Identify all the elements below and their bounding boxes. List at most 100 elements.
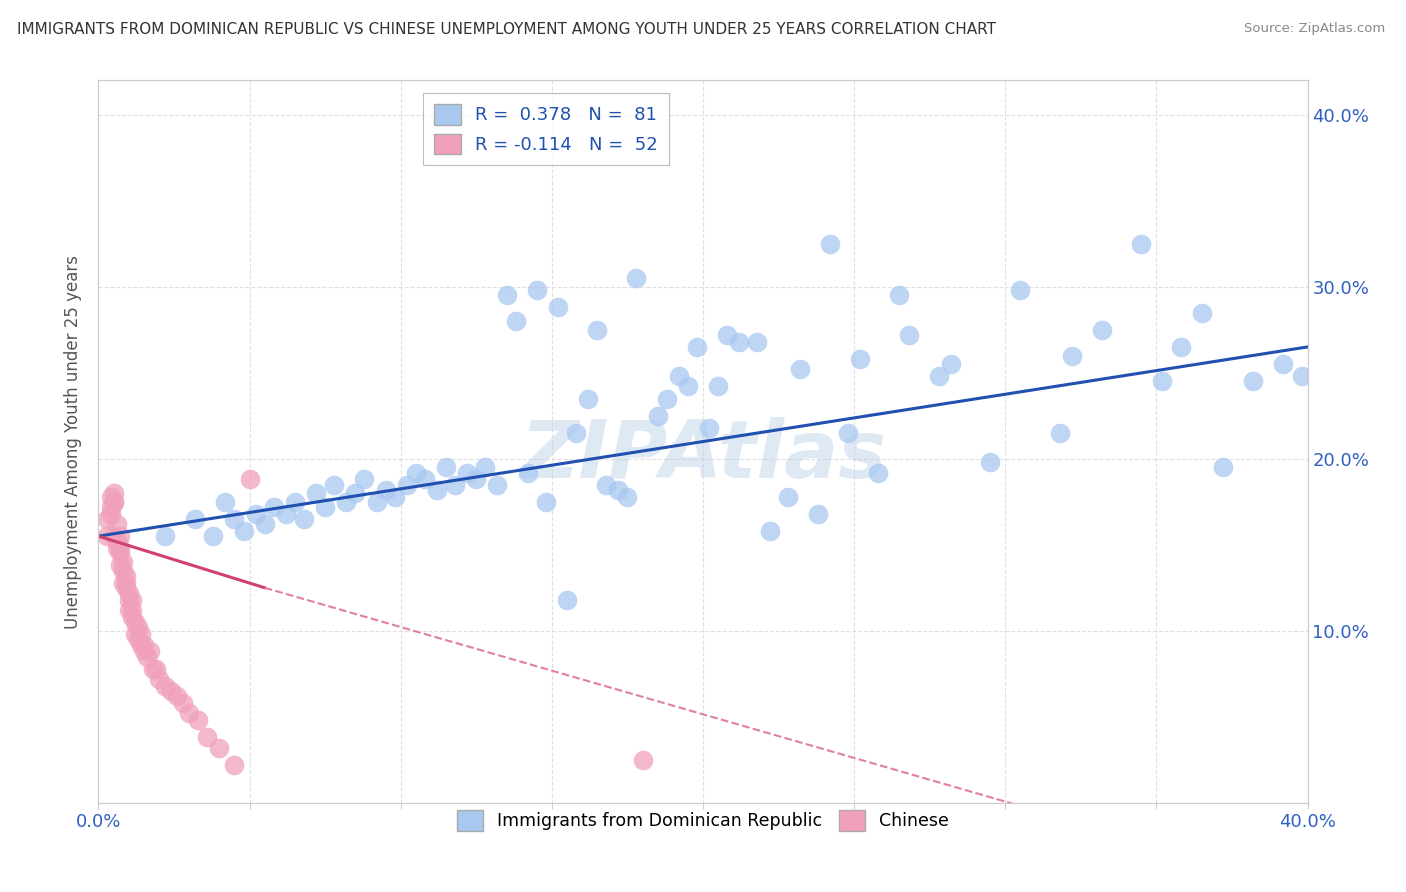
Text: IMMIGRANTS FROM DOMINICAN REPUBLIC VS CHINESE UNEMPLOYMENT AMONG YOUTH UNDER 25 : IMMIGRANTS FROM DOMINICAN REPUBLIC VS CH… [17, 22, 995, 37]
Point [505, 314, 527, 328]
Point [868, 466, 890, 480]
Point [676, 379, 699, 393]
Point [576, 392, 599, 406]
Point [1191, 305, 1213, 319]
Point [187, 713, 209, 727]
Point [928, 369, 950, 384]
Point [100, 490, 122, 504]
Point [118, 592, 141, 607]
Point [849, 351, 872, 366]
Point [114, 568, 136, 582]
Point [495, 288, 517, 302]
Point [1130, 236, 1153, 251]
Point [127, 620, 149, 634]
Point [837, 425, 859, 440]
Point [224, 512, 246, 526]
Point [208, 740, 231, 755]
Point [184, 512, 207, 526]
Point [534, 494, 557, 508]
Point [118, 586, 141, 600]
Point [179, 706, 201, 721]
Point [314, 500, 336, 514]
Point [274, 507, 297, 521]
Point [1170, 340, 1192, 354]
Point [1091, 323, 1114, 337]
Point [1241, 375, 1264, 389]
Point [105, 517, 128, 532]
Point [626, 271, 648, 285]
Point [239, 472, 262, 486]
Point [172, 696, 194, 710]
Point [1060, 349, 1083, 363]
Point [245, 507, 267, 521]
Y-axis label: Unemployment Among Youth under 25 years: Unemployment Among Youth under 25 years [65, 254, 83, 629]
Point [108, 529, 131, 543]
Point [335, 494, 357, 508]
Point [121, 603, 143, 617]
Point [716, 327, 738, 342]
Point [474, 460, 496, 475]
Point [668, 369, 690, 384]
Point [647, 409, 669, 423]
Point [124, 615, 146, 630]
Point [465, 472, 488, 486]
Point [366, 494, 388, 508]
Point [103, 486, 125, 500]
Point [758, 524, 780, 538]
Point [1010, 283, 1032, 297]
Point [707, 379, 730, 393]
Point [547, 301, 569, 315]
Point [789, 362, 811, 376]
Point [111, 575, 134, 590]
Point [160, 684, 183, 698]
Point [96, 529, 118, 543]
Point [103, 494, 125, 508]
Point [516, 466, 538, 480]
Point [114, 575, 136, 590]
Point [1152, 375, 1174, 389]
Text: ZIPAtlas: ZIPAtlas [520, 417, 886, 495]
Point [135, 649, 157, 664]
Point [305, 486, 328, 500]
Point [889, 288, 911, 302]
Point [384, 490, 406, 504]
Point [100, 500, 122, 514]
Point [555, 592, 578, 607]
Point [202, 529, 225, 543]
Point [118, 603, 141, 617]
Point [728, 334, 751, 349]
Point [776, 490, 799, 504]
Point [565, 425, 588, 440]
Point [444, 477, 467, 491]
Point [426, 483, 449, 497]
Point [139, 644, 162, 658]
Point [292, 512, 315, 526]
Point [121, 610, 143, 624]
Point [148, 672, 170, 686]
Point [486, 477, 509, 491]
Point [807, 507, 830, 521]
Point [323, 477, 346, 491]
Point [1049, 425, 1071, 440]
Point [1272, 357, 1295, 371]
Point [1212, 460, 1234, 475]
Point [105, 534, 128, 549]
Point [108, 558, 131, 573]
Point [374, 483, 396, 497]
Point [697, 421, 720, 435]
Point [124, 627, 146, 641]
Point [129, 627, 152, 641]
Point [153, 529, 176, 543]
Point [253, 517, 276, 532]
Point [655, 392, 678, 406]
Point [108, 546, 131, 560]
Point [224, 758, 246, 772]
Point [111, 555, 134, 569]
Point [103, 494, 125, 508]
Text: Source: ZipAtlas.com: Source: ZipAtlas.com [1244, 22, 1385, 36]
Point [413, 472, 436, 486]
Legend: Immigrants from Dominican Republic, Chinese: Immigrants from Dominican Republic, Chin… [450, 804, 956, 838]
Point [145, 662, 167, 676]
Point [631, 753, 654, 767]
Point [434, 460, 457, 475]
